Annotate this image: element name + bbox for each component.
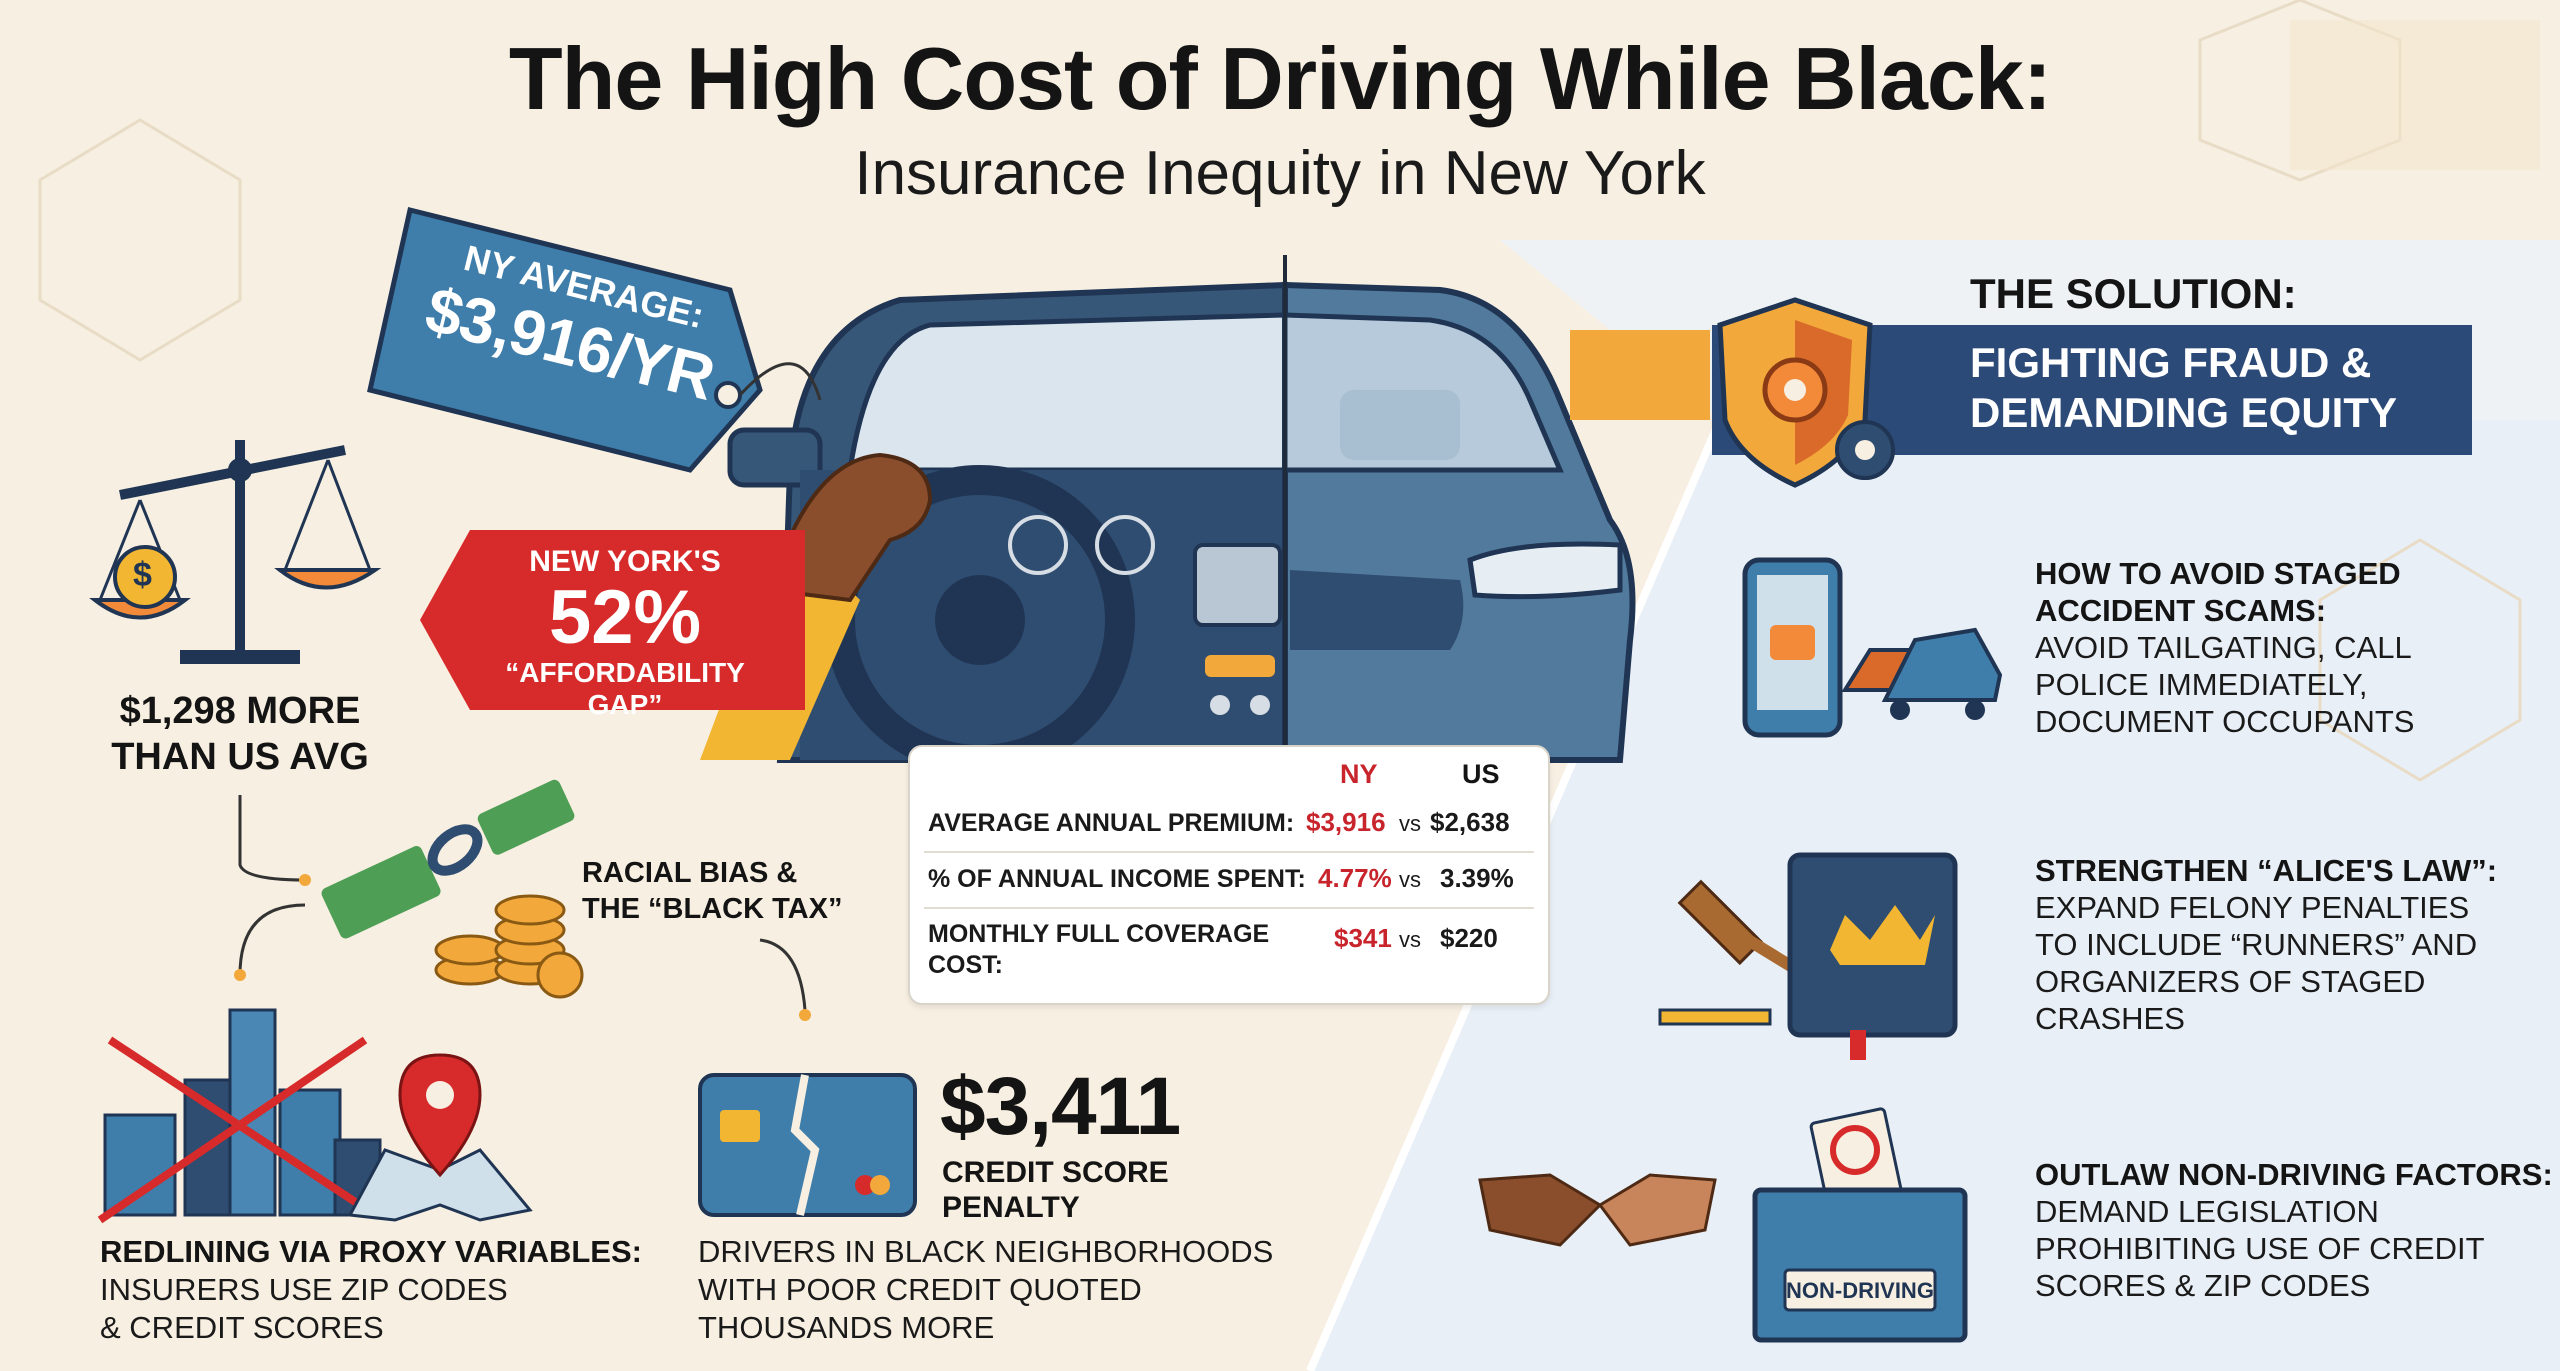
ny-monthly-value: $341 bbox=[1334, 923, 1392, 953]
page-subtitle: Insurance Inequity in New York bbox=[854, 139, 1706, 208]
solution-item-alices-law: STRENGTHEN “ALICE'S LAW”: EXPAND FELONY … bbox=[2035, 853, 2498, 1036]
column-header-us: US bbox=[1462, 759, 1500, 789]
ballot-box-label: NON-DRIVING bbox=[1786, 1278, 1934, 1303]
solution-item-scams: HOW TO AVOID STAGED ACCIDENT SCAMS: AVOI… bbox=[2035, 556, 2415, 739]
solution-item-non-driving: OUTLAW NON-DRIVING FACTORS: DEMAND LEGIS… bbox=[2035, 1157, 2553, 1303]
vs-label: vs bbox=[1399, 867, 1421, 892]
map-pin-icon bbox=[347, 1053, 533, 1222]
broken-chain-icon bbox=[321, 779, 575, 939]
column-header-ny: NY bbox=[1340, 759, 1378, 789]
redlining-section: REDLINING VIA PROXY VARIABLES: INSURERS … bbox=[100, 1234, 642, 1345]
price-tag-icon bbox=[367, 206, 822, 473]
bias-caption: RACIAL BIAS & THE “BLACK TAX” bbox=[582, 857, 843, 925]
row-label-monthly: MONTHLY FULL COVERAGE COST: bbox=[928, 920, 1270, 979]
credit-penalty-label: CREDIT SCORE PENALTY bbox=[942, 1156, 1169, 1224]
coins-icon bbox=[434, 894, 584, 999]
dollar-sign-label: $ bbox=[133, 556, 152, 594]
ny-income-value: 4.77% bbox=[1318, 863, 1392, 893]
connector-lines bbox=[238, 795, 807, 1011]
us-monthly-value: $220 bbox=[1440, 923, 1498, 953]
solution-banner-text: FIGHTING FRAUD & DEMANDING EQUITY bbox=[1970, 339, 2398, 436]
vs-label: vs bbox=[1399, 811, 1421, 836]
credit-penalty-amount: $3,411 bbox=[940, 1061, 1181, 1152]
dollar-icon bbox=[113, 545, 177, 609]
scale-caption: $1,298 MORE THAN US AVG bbox=[111, 690, 369, 778]
us-premium-value: $2,638 bbox=[1430, 807, 1510, 837]
credit-penalty-description: DRIVERS IN BLACK NEIGHBORHOODS WITH POOR… bbox=[698, 1234, 1274, 1345]
affordability-tag-icon bbox=[420, 530, 805, 710]
us-income-value: 3.39% bbox=[1440, 863, 1514, 893]
ballot-box-icon bbox=[1752, 1107, 1968, 1343]
shield-gear-icon bbox=[1717, 297, 1895, 488]
ny-premium-value: $3,916 bbox=[1306, 807, 1386, 837]
vs-label: vs bbox=[1399, 927, 1421, 952]
car-crash-icon bbox=[1841, 627, 2003, 720]
car-interior-illustration bbox=[700, 281, 1288, 775]
solution-title: THE SOLUTION: bbox=[1970, 270, 2297, 317]
redlining-heading: REDLINING VIA PROXY VARIABLES: bbox=[100, 1234, 642, 1269]
credit-card-icon bbox=[698, 1073, 917, 1217]
comparison-table: NY US AVERAGE ANNUAL PREMIUM: $3,916 vs … bbox=[908, 745, 1550, 1005]
law-book-icon bbox=[1787, 852, 1958, 1060]
handshake-icon bbox=[1478, 1173, 1717, 1247]
affordability-gap-label: NEW YORK'S 52% “AFFORDABILITY GAP” bbox=[505, 545, 745, 720]
phone-camera-icon bbox=[1742, 557, 1843, 738]
car-exterior-illustration bbox=[1282, 281, 1710, 763]
row-label-income: % OF ANNUAL INCOME SPENT: bbox=[928, 865, 1306, 893]
row-label-premium: AVERAGE ANNUAL PREMIUM: bbox=[928, 809, 1295, 837]
page-title: The High Cost of Driving While Black: bbox=[508, 29, 2052, 128]
